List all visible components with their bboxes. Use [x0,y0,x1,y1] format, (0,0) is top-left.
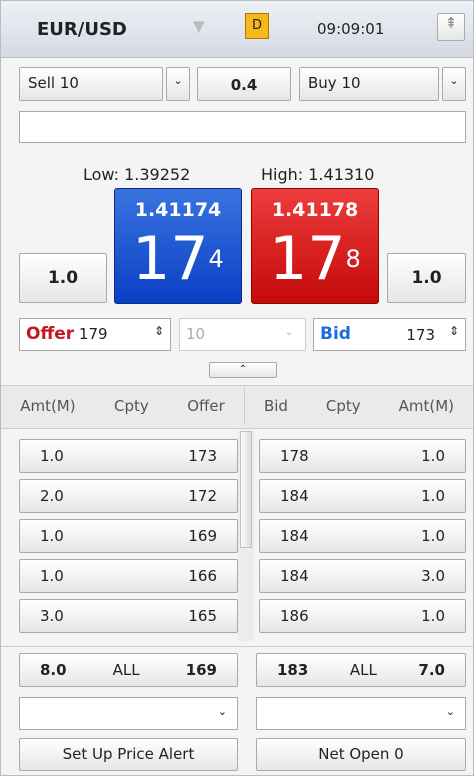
row-content: 184 1.0 [260,520,465,552]
row-content: 2.0 172 [20,480,237,512]
cell: 186 [280,607,309,625]
sell-big: 17 [132,224,209,294]
row-content: 184 3.0 [260,560,465,592]
cell: 165 [188,607,217,625]
pin-icon[interactable]: ⇞ [437,13,465,41]
buy-full: 1.41178 [271,199,359,221]
cell: 1.0 [40,567,64,585]
cell: 184 [280,527,309,545]
cell: 166 [188,567,217,585]
row-content: 184 1.0 [260,480,465,512]
net-open-button[interactable]: Net Open 0 [256,738,466,771]
spread: 0.4 [197,67,291,101]
total-cell: 7.0 [418,661,445,679]
cell: 173 [188,447,217,465]
low: Low: 1.39252 [83,165,191,184]
offer-row[interactable]: 1.0 173 [19,439,238,473]
cell: 1.0 [40,527,64,545]
header [1,1,473,58]
bid-row[interactable]: 186 1.0 [259,599,466,633]
sell-full: 1.41174 [134,199,222,221]
offer-row[interactable]: 1.0 166 [19,559,238,593]
price-alert-button[interactable]: Set Up Price Alert [19,738,238,771]
high: High: 1.41310 [261,165,375,184]
bid-label: Bid [320,324,351,344]
sell-pip: 4 [208,245,224,273]
offer-value: 179 [78,325,108,343]
cell: 1.0 [421,487,445,505]
bid-row[interactable]: 184 3.0 [259,559,466,593]
total-cell: ALL [112,661,140,679]
left-amount[interactable]: 1.0 [19,253,107,303]
sell-select[interactable]: Sell 10 [19,67,163,101]
column-header: Bid [263,397,288,415]
buy-pip: 8 [345,245,361,273]
column-header: Cpty [325,397,361,415]
cell: 1.0 [421,527,445,545]
left-select[interactable]: ⌄ [19,697,238,730]
row-content: 1.0 169 [20,520,237,552]
total-right: 183 ALL 7.0 [256,653,466,687]
row-content: 178 1.0 [260,440,465,472]
bid-row[interactable]: 178 1.0 [259,439,466,473]
column-header: Cpty [114,397,149,415]
cell: 1.0 [40,447,64,465]
column-header: Amt(M) [20,397,76,415]
total-left: 8.0 ALL 169 [19,653,238,687]
mode-badge[interactable]: D [245,13,269,39]
total-cell: ALL [349,661,377,679]
offer-label: Offer [26,324,75,344]
bid-row[interactable]: 184 1.0 [259,519,466,553]
cell: 1.0 [421,607,445,625]
total-cell: 8.0 [40,661,67,679]
column-header: Amt(M) [398,397,454,415]
time: 09:09:01 [317,20,385,38]
cell: 169 [188,527,217,545]
cell: 3.0 [421,567,445,585]
total-cell: 183 [277,661,309,679]
offer-row[interactable]: 3.0 165 [19,599,238,633]
cell: 184 [280,567,309,585]
cell: 2.0 [40,487,64,505]
quantity-combo[interactable]: 10 [179,318,306,351]
buy-select[interactable]: Buy 10 [299,67,439,101]
row-content: 1.0 173 [20,440,237,472]
cell: 178 [280,447,309,465]
cell: 172 [188,487,217,505]
sell-dropdown[interactable]: ⌄ [166,67,190,101]
offer-box[interactable]: Offer 179 ⇕ [19,318,171,351]
column-header: Offer [187,397,225,415]
row-content: 1.0 166 [20,560,237,592]
cell: 3.0 [40,607,64,625]
bid-value: 173 [406,326,435,344]
row-content: 3.0 165 [20,600,237,632]
scrollbar[interactable] [238,431,254,641]
row-content: 186 1.0 [260,600,465,632]
text-input[interactable] [19,111,466,143]
buy-price[interactable]: 1.41178 178 [251,188,379,304]
total-cell: 169 [185,661,217,679]
cell: 184 [280,487,309,505]
right-select[interactable]: ⌄ [256,697,466,730]
sell-price[interactable]: 1.41174 174 [114,188,242,304]
bid-row[interactable]: 184 1.0 [259,479,466,513]
buy-big: 17 [269,224,346,294]
offer-row[interactable]: 2.0 172 [19,479,238,513]
pair[interactable]: EUR/USD [37,19,127,40]
buy-dropdown[interactable]: ⌄ [442,67,466,101]
offer-row[interactable]: 1.0 169 [19,519,238,553]
bid-box[interactable]: Bid 173 ⇕ [313,318,466,351]
table-header [1,385,473,429]
collapse-button[interactable]: ⌃ [209,362,277,378]
right-amount[interactable]: 1.0 [387,253,466,303]
pair-dropdown[interactable]: ▼ [193,17,205,35]
cell: 1.0 [421,447,445,465]
